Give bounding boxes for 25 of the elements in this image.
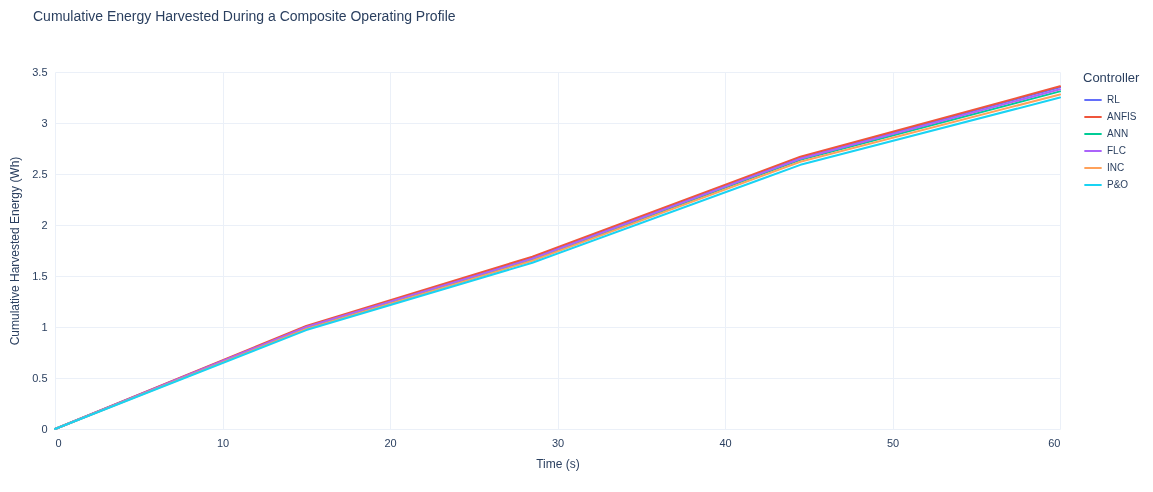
x-tick-label: 40 xyxy=(719,436,732,449)
legend-title: Controller xyxy=(1083,70,1141,85)
x-tick-label: 0 xyxy=(55,436,62,449)
y-tick-label: 1.5 xyxy=(32,269,48,282)
x-tick-label: 10 xyxy=(216,436,230,449)
y-tick-label: 0 xyxy=(41,422,48,435)
y-tick-label: 0.5 xyxy=(32,371,48,384)
legend-label: RL xyxy=(1107,94,1121,105)
y-tick-label: 3.5 xyxy=(32,65,48,78)
y-tick-label: 1 xyxy=(41,320,48,333)
x-tick-label: 30 xyxy=(551,436,565,449)
legend-label: FLC xyxy=(1107,145,1126,156)
legend-label: ANN xyxy=(1107,128,1129,139)
y-tick-label: 3 xyxy=(41,116,48,129)
x-tick-label: 20 xyxy=(384,436,397,449)
y-tick-label: 2.5 xyxy=(32,167,48,180)
x-tick-label: 50 xyxy=(886,436,900,449)
legend-label: INC xyxy=(1107,162,1125,173)
legend-label: ANFIS xyxy=(1107,111,1137,122)
x-tick-label: 60 xyxy=(1048,436,1061,449)
y-tick-label: 2 xyxy=(41,218,48,231)
x-axis-title: Time (s) xyxy=(536,456,580,471)
chart-title: Cumulative Energy Harvested During a Composite Operating Profile xyxy=(33,8,456,24)
y-axis-title: Cumulative Harvested Energy (Wh) xyxy=(8,156,23,346)
legend-label: P&O xyxy=(1107,179,1129,190)
